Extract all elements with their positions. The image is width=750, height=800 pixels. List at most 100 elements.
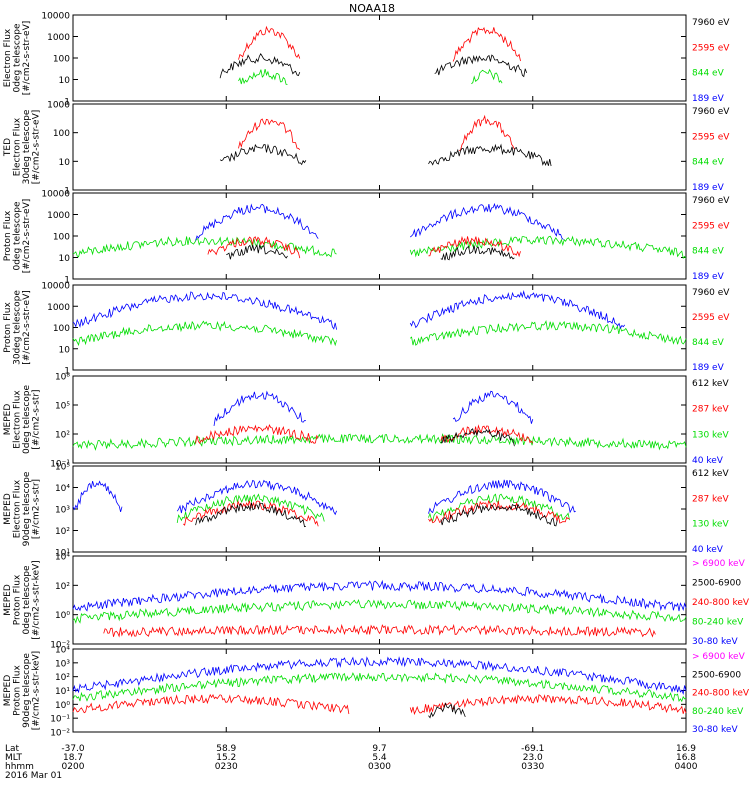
x-row-label: Lat (5, 744, 20, 754)
y-tick-label: 10 (59, 76, 71, 86)
series-line-green (72, 672, 687, 703)
y-axis-label: [#/cm2-s-str] (32, 389, 42, 449)
series-line-blue (195, 203, 319, 241)
y-tick-label: 100 (53, 129, 70, 139)
legend-entry: 189 eV (692, 272, 725, 282)
y-tick-label: 1000 (47, 303, 70, 313)
series-line-blue (176, 479, 337, 516)
series-line-green (72, 433, 687, 451)
y-tick-label: 10⁴ (55, 484, 70, 494)
y-tick-label: 10⁵ (55, 463, 70, 473)
y-axis-label: Proton Flux (3, 302, 13, 353)
series-line-green (238, 69, 288, 85)
series-line-red (409, 694, 687, 716)
panel-1: 1 10 100 1000 10000 Electron Flux 0deg telesco… (3, 12, 730, 108)
y-axis-label: 0deg telescope (22, 565, 32, 635)
legend-entry: > 6900 keV (692, 652, 746, 662)
panel-2: 1 10 100 1000 TED Electron Flux 30deg telescop… (3, 101, 730, 197)
x-row-label: MLT (5, 753, 23, 763)
legend-entry: 80-240 keV (692, 707, 744, 717)
panel-6: 10¹ 10² 10³ 10⁴ 10⁵ MEPED Electron Flux 90deg t… (3, 463, 729, 559)
legend-entry: 2595 eV (692, 132, 730, 142)
y-axis-label: [#/cm2-s-str-eV] (22, 290, 32, 365)
legend-entry: 2595 eV (692, 43, 730, 53)
legend-entry: 30-80 keV (692, 637, 738, 647)
y-axis-label: MEPED (3, 584, 13, 616)
series-line-black (440, 428, 515, 447)
y-tick-label: 10⁰ (55, 701, 70, 711)
series-line-black (195, 502, 307, 528)
legend-entry: 612 keV (692, 469, 729, 479)
series-line-red (103, 623, 656, 638)
legend-entry: 80-240 keV (692, 618, 744, 628)
x-tick-label: 18.7 (63, 753, 83, 763)
y-tick-label: 10¹ (55, 549, 70, 559)
panel-8: 10⁻² 10⁻¹ 10⁰ 10¹ 10² 10³ 10⁴ MEPED Proton Flux 9… (3, 646, 750, 739)
y-tick-label: 10000 (41, 12, 70, 22)
legend-entry: 844 eV (692, 338, 725, 348)
y-axis-label: 0deg telescope (22, 385, 32, 455)
legend-entry: 40 keV (692, 545, 724, 555)
legend-entry: 844 eV (692, 158, 725, 168)
series-line-red (207, 236, 301, 259)
series-line-black (428, 143, 552, 167)
x-tick-label: 15.2 (216, 753, 236, 763)
y-tick-label: 10² (55, 582, 70, 592)
x-tick-label: 16.9 (676, 744, 696, 754)
y-tick-label: 10² (55, 431, 70, 441)
y-tick-label: 100 (53, 324, 70, 334)
y-axis-label: TED (3, 138, 13, 157)
y-axis-label: MEPED (3, 675, 13, 707)
legend-entry: 130 keV (692, 520, 729, 530)
x-tick-label: 23.0 (523, 753, 543, 763)
series-line-blue (72, 291, 337, 330)
figure-title: NOAA18 (349, 2, 395, 15)
x-row-label: hhmm (5, 762, 34, 772)
y-tick-label: 10⁸ (55, 373, 70, 383)
legend-entry: 612 keV (692, 379, 729, 389)
y-tick-label: 10000 (41, 282, 70, 292)
series-line-green (176, 493, 325, 523)
series-line-green (471, 68, 503, 85)
y-tick-label: 10000 (41, 190, 70, 200)
y-axis-label: Proton Flux (13, 665, 23, 716)
legend-entry: 844 eV (692, 69, 725, 79)
series-line-black (428, 702, 466, 719)
y-tick-label: 10 (59, 158, 71, 168)
series-line-blue (409, 290, 626, 330)
x-tick-label: 0230 (215, 762, 238, 772)
y-tick-label: 1 (64, 98, 70, 108)
series-line-green (72, 320, 337, 347)
y-axis-label: [#/cm2-s-str] (32, 479, 42, 539)
series-line-red (452, 26, 521, 62)
series-line-blue (452, 390, 534, 424)
y-tick-label: 10³ (55, 506, 70, 516)
series-line-black (440, 503, 558, 527)
y-tick-label: 10² (55, 527, 70, 537)
y-tick-label: 1000 (47, 101, 70, 111)
y-tick-label: 10³ (55, 659, 70, 669)
series-line-red (458, 114, 515, 152)
series-line-red (428, 500, 570, 524)
series-line-blue (72, 480, 123, 513)
y-axis-label: 0deg telescope (13, 23, 23, 93)
y-axis-label: Electron Flux (3, 28, 13, 87)
y-tick-label: 10⁴ (55, 553, 70, 563)
series-line-red (428, 235, 521, 258)
series-line-red (238, 118, 301, 150)
series-line-black (226, 243, 288, 260)
legend-entry: > 6900 keV (692, 559, 746, 569)
y-tick-label: 1 (64, 367, 70, 377)
y-tick-label: 1 (64, 276, 70, 286)
y-axis-label: 0deg telescope (13, 201, 23, 271)
y-axis-label: [#/cm2-s-str-eV] (22, 199, 32, 274)
series-line-red (195, 424, 319, 445)
y-axis-label: 90deg telescope (22, 653, 32, 728)
y-tick-label: 10 (59, 345, 71, 355)
y-tick-label: 10⁴ (55, 646, 70, 656)
y-axis-label: Electron Flux (13, 117, 23, 176)
series-line-black (219, 52, 301, 79)
legend-entry: 40 keV (692, 456, 724, 466)
y-axis-label: Proton Flux (13, 574, 23, 625)
